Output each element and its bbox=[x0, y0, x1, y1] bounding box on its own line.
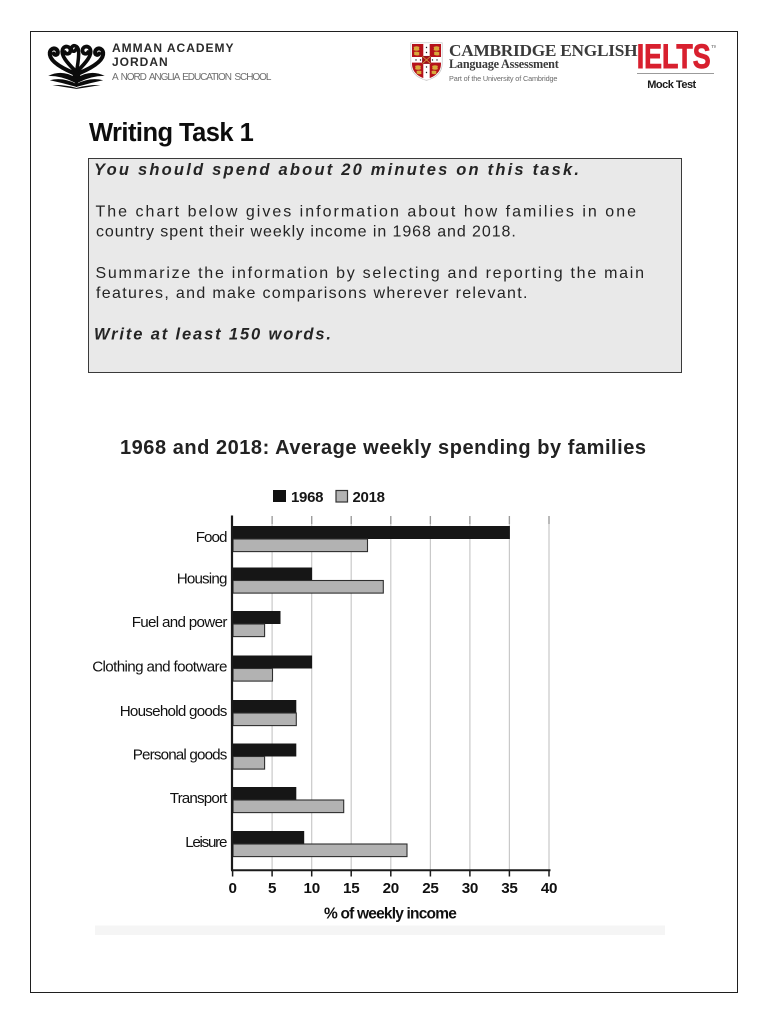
svg-text:Transport: Transport bbox=[170, 790, 228, 807]
svg-text:35: 35 bbox=[501, 880, 518, 897]
svg-text:0: 0 bbox=[229, 880, 237, 897]
svg-text:Leisure: Leisure bbox=[185, 834, 227, 851]
svg-text:40: 40 bbox=[541, 880, 557, 897]
svg-text:Household goods: Household goods bbox=[120, 703, 228, 720]
svg-text:TM: TM bbox=[711, 44, 716, 49]
svg-text:15: 15 bbox=[343, 880, 360, 897]
svg-text:Personal goods: Personal goods bbox=[133, 747, 228, 764]
svg-text:10: 10 bbox=[304, 880, 320, 897]
svg-text:25: 25 bbox=[422, 880, 439, 897]
svg-text:Summarize the information by s: Summarize the information by selecting a… bbox=[96, 265, 645, 282]
svg-text:IELTS: IELTS bbox=[637, 38, 711, 72]
svg-text:5: 5 bbox=[268, 880, 277, 897]
svg-text:You should spend about 20 minu: You should spend about 20 minutes on thi… bbox=[94, 161, 579, 179]
svg-text:country spent their weekly inc: country spent their weekly income in 196… bbox=[96, 223, 516, 240]
svg-text:1968: 1968 bbox=[291, 489, 323, 506]
svg-text:Food: Food bbox=[196, 529, 228, 546]
svg-text:Write at least 150 words.: Write at least 150 words. bbox=[94, 326, 331, 344]
svg-text:20: 20 bbox=[383, 880, 399, 897]
svg-text:Fuel and power: Fuel and power bbox=[132, 614, 228, 631]
svg-text:2018: 2018 bbox=[353, 489, 385, 506]
svg-text:30: 30 bbox=[462, 880, 478, 897]
svg-text:The chart below gives informat: The chart below gives information about … bbox=[96, 203, 637, 220]
svg-text:Clothing and footware: Clothing and footware bbox=[92, 659, 227, 676]
svg-text:features, and make comparisons: features, and make comparisons wherever … bbox=[96, 285, 528, 302]
svg-text:% of weekly income: % of weekly income bbox=[324, 906, 457, 923]
svg-text:1968 and 2018: Average weekly: 1968 and 2018: Average weekly spending b… bbox=[120, 437, 646, 459]
svg-text:Housing: Housing bbox=[177, 571, 228, 588]
